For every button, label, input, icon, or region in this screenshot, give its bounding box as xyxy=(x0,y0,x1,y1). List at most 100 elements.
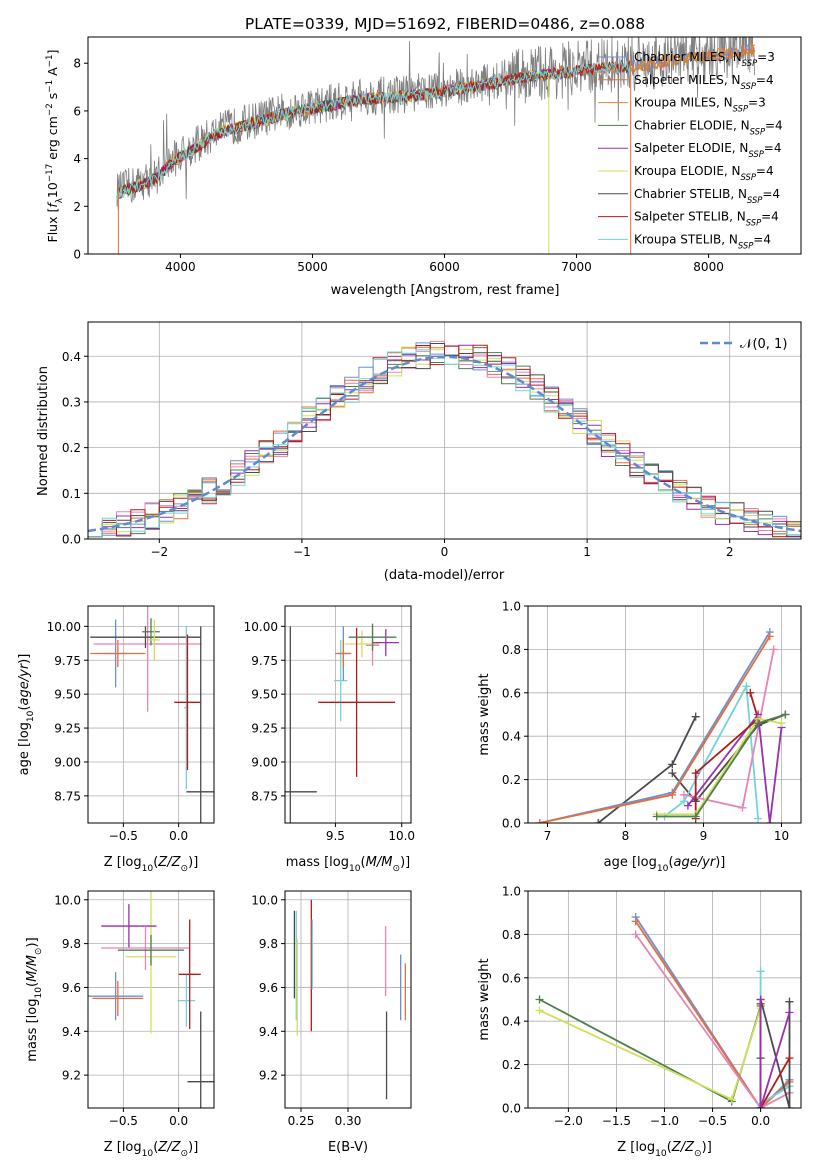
weight-line-3 xyxy=(634,920,791,1108)
normal-curve xyxy=(88,355,801,533)
legend: Chabrier MILES, NSSP=3 Salpeter MILES, NS… xyxy=(598,50,783,250)
x-tick-label: −1.5 xyxy=(602,1114,631,1128)
x-tick-label: 8000 xyxy=(693,260,724,274)
legend-label-chabrier_stelib: Chabrier STELIB, NSSP=4 xyxy=(634,187,780,205)
metallicity-vs-age-axes: −0.5 0.0 8.75 9.00 9.25 9.50 9.75 10.00 Z [log10… xyxy=(17,605,215,874)
weight-marker xyxy=(691,712,700,721)
x-tick-label: 9.5 xyxy=(326,829,345,843)
weight-marker xyxy=(691,769,700,778)
y-tick-label: 9.25 xyxy=(54,722,81,736)
x-tick-label: −1 xyxy=(293,545,311,559)
x-tick-label: 9 xyxy=(700,829,708,843)
y-tick-label: 9.25 xyxy=(251,722,278,736)
y-tick-label: 4 xyxy=(73,152,81,166)
y-tick-label: 0.3 xyxy=(62,395,81,409)
axes-frame xyxy=(87,890,215,1109)
histogram-step-pink xyxy=(88,340,801,538)
y-tick-label: 9.4 xyxy=(62,1025,81,1039)
x-tick-label: −2.0 xyxy=(554,1114,583,1128)
y-tick-label: 0.2 xyxy=(502,1058,521,1072)
weight-marker xyxy=(535,819,544,823)
y-tick-label: 0.8 xyxy=(502,928,521,942)
weight-line-8 xyxy=(759,999,791,1108)
y-tick-label: 0.4 xyxy=(62,350,81,364)
axes-frame xyxy=(284,890,412,1109)
x-tick-label: 10 xyxy=(774,829,789,843)
legend-label-kroupa_stelib: Kroupa STELIB, NSSP=4 xyxy=(634,232,771,250)
plot-area xyxy=(88,891,214,1108)
axes-frame xyxy=(527,605,802,824)
x-axis-label: E(B-V) xyxy=(328,1140,368,1155)
weight-marker xyxy=(535,1006,544,1015)
y-tick-label: 10.0 xyxy=(251,893,278,907)
mass-vs-age-axes: 9.5 10.0 8.75 9.00 9.25 9.50 9.75 10.00 mass [lo… xyxy=(244,605,415,874)
weight-line-1 xyxy=(539,1007,762,1101)
weight-line-7 xyxy=(694,692,760,819)
x-tick-label: −1.0 xyxy=(650,1114,679,1128)
x-tick-label: 0 xyxy=(441,545,449,559)
y-axis-label: mass weight xyxy=(477,673,492,755)
mass-weight-vs-age-axes: 7 8 9 10 0.0 0.2 0.4 0.6 0.8 1.0 age [log10(age/yr… xyxy=(477,600,802,874)
plot-area xyxy=(285,623,400,823)
x-axis-label: Z [log10(Z/Z⊙)] xyxy=(617,1140,712,1159)
x-tick-label: 8 xyxy=(622,829,630,843)
model-line-kroupa_stelib xyxy=(116,60,632,200)
y-tick-label: 0.6 xyxy=(502,686,521,700)
weight-marker xyxy=(594,819,603,823)
x-tick-label: −0.5 xyxy=(698,1114,727,1128)
weight-marker xyxy=(754,719,763,728)
weight-marker xyxy=(765,632,774,641)
legend-label-salpeter_miles: Salpeter MILES, NSSP=4 xyxy=(634,73,774,91)
y-tick-label: 0.8 xyxy=(502,643,521,657)
y-tick-label: 0 xyxy=(73,248,81,262)
y-tick-label: 0.1 xyxy=(62,487,81,501)
plot-area xyxy=(535,628,790,823)
legend-label-chabrier_elodie: Chabrier ELODIE, NSSP=4 xyxy=(634,118,783,136)
x-tick-label: 2 xyxy=(726,545,734,559)
y-tick-label: 9.50 xyxy=(251,688,278,702)
y-tick-label: 9.75 xyxy=(251,654,278,668)
ebv-vs-mass-axes: 0.25 0.30 9.2 9.4 9.6 9.8 10.0 E(B-V) xyxy=(251,890,412,1155)
x-tick-label: 0.30 xyxy=(335,1114,362,1128)
weight-marker xyxy=(781,710,790,719)
y-tick-label: 0.0 xyxy=(62,533,81,547)
y-tick-label: 0.6 xyxy=(502,971,521,985)
weight-marker xyxy=(769,645,778,654)
legend-label-kroupa_elodie: Kroupa ELODIE, NSSP=4 xyxy=(634,164,774,182)
x-axis-label: mass [log10(M/M⊙)] xyxy=(286,855,410,874)
weight-line-1 xyxy=(671,713,786,803)
y-tick-label: 0.2 xyxy=(502,773,521,787)
weight-line-6 xyxy=(687,712,783,823)
metallicity-vs-mass-axes: −0.5 0.0 9.2 9.4 9.6 9.8 10.0 Z [log10(Z/Z⊙)] ma… xyxy=(25,890,215,1159)
x-tick-label: 6000 xyxy=(429,260,460,274)
y-tick-label: 2 xyxy=(73,200,81,214)
plot-area xyxy=(293,899,407,1100)
weight-line-9 xyxy=(656,713,786,818)
weight-marker xyxy=(652,812,661,821)
plot-area xyxy=(88,340,801,538)
y-tick-label: 0.0 xyxy=(502,817,521,831)
plot-area xyxy=(535,913,794,1108)
residual-histogram-axes: −2 −1 0 1 2 0.0 0.1 0.2 0.3 0.4 (data-model)/error… xyxy=(36,321,802,583)
axes-frame xyxy=(284,605,412,824)
y-axis-label: Normed distribution xyxy=(36,366,51,496)
spectrum-data-line xyxy=(116,37,755,210)
x-tick-label: 1 xyxy=(583,545,591,559)
weight-marker xyxy=(777,719,786,728)
y-tick-label: 9.75 xyxy=(54,654,81,668)
weight-marker xyxy=(691,812,700,821)
y-tick-label: 10.00 xyxy=(244,620,278,634)
axes-frame xyxy=(87,605,215,824)
legend-label-salpeter_elodie: Salpeter ELODIE, NSSP=4 xyxy=(634,141,782,159)
weight-line-2 xyxy=(634,916,791,1108)
weight-marker xyxy=(668,790,677,799)
weight-line-3 xyxy=(539,635,771,823)
x-tick-label: 4000 xyxy=(165,260,196,274)
x-tick-label: −0.5 xyxy=(109,829,138,843)
weight-marker xyxy=(727,1095,736,1104)
y-tick-label: 8.75 xyxy=(54,789,81,803)
y-tick-label: 6 xyxy=(73,104,81,118)
weight-marker xyxy=(785,1104,794,1108)
x-tick-label: −0.5 xyxy=(109,1114,138,1128)
